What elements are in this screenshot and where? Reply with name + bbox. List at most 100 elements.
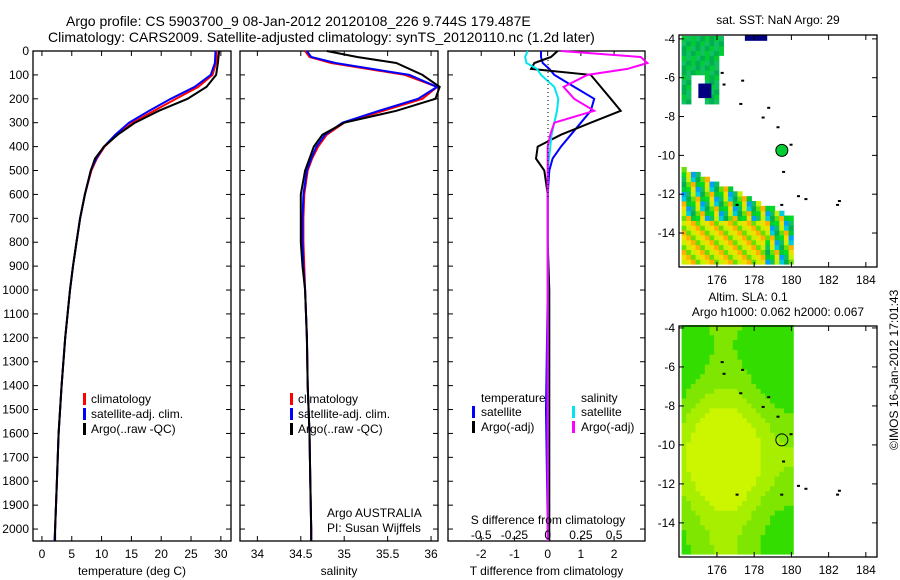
- ytick-label: 900: [9, 259, 29, 273]
- sla-cell: [737, 368, 743, 375]
- sla-cell: [732, 451, 738, 458]
- map-ytick-label: -10: [658, 438, 676, 452]
- sst-cell: [704, 45, 711, 52]
- sla-cell: [718, 505, 724, 511]
- sst-cell: [783, 215, 790, 221]
- sla-cell: [714, 476, 720, 482]
- sla-cell: [788, 539, 794, 545]
- sst-cell: [704, 254, 711, 260]
- sla-cell: [751, 456, 757, 462]
- sla-cell: [686, 549, 692, 555]
- sla-cell: [742, 524, 748, 531]
- sla-cell: [714, 378, 720, 385]
- sst-cell: [774, 210, 780, 217]
- sla-cell: [686, 515, 692, 521]
- sla-cell: [700, 480, 706, 487]
- sla-cell: [695, 466, 701, 472]
- legend-label: climatology: [91, 392, 151, 406]
- sla-cell: [769, 500, 776, 506]
- sst-cell: [732, 249, 738, 255]
- sla-cell: [746, 325, 752, 331]
- sst-cell: [728, 220, 734, 226]
- sla-cell: [718, 471, 724, 477]
- sla-cell: [704, 373, 711, 380]
- sla-cell: [756, 515, 762, 521]
- sst-cell: [686, 191, 692, 197]
- sla-cell: [718, 373, 724, 380]
- sla-cell: [737, 544, 743, 550]
- sla-cell: [700, 456, 706, 462]
- sla-cell: [779, 407, 785, 414]
- sla-cell: [714, 544, 720, 550]
- sla-cell: [769, 480, 776, 487]
- sst-cell: [746, 220, 752, 226]
- sst-cell: [765, 259, 771, 265]
- sst-cell: [690, 244, 697, 251]
- sst-cell: [700, 234, 706, 241]
- sla-cell: [714, 515, 720, 521]
- sla-cell: [737, 417, 743, 423]
- sst-cell: [718, 45, 724, 52]
- sla-cell: [788, 383, 794, 389]
- sst-cell: [695, 249, 701, 255]
- sst-cell: [686, 89, 692, 95]
- sst-cell: [746, 210, 752, 217]
- sla-cell: [718, 334, 724, 341]
- sla-cell: [788, 427, 794, 433]
- sst-cell: [765, 244, 771, 251]
- sla-cell: [746, 373, 752, 380]
- sla-cell: [690, 364, 697, 370]
- sla-cell: [769, 519, 776, 526]
- sst-cell: [681, 230, 687, 236]
- sla-cell: [732, 373, 738, 380]
- sla-cell: [746, 329, 752, 336]
- sst-cell: [686, 196, 692, 202]
- sla-cell: [737, 344, 743, 350]
- sst-cell: [681, 225, 687, 231]
- sst-cell: [779, 249, 785, 255]
- sst-cell: [709, 205, 715, 212]
- sla-cell: [709, 441, 715, 448]
- sla-cell: [769, 432, 776, 438]
- sla-cell: [732, 490, 738, 497]
- sla-cell: [774, 417, 780, 423]
- sla-cell: [742, 544, 748, 550]
- sla-cell: [783, 378, 790, 385]
- sla-cell: [742, 471, 748, 477]
- sla-cell: [769, 544, 776, 550]
- sla-cell: [690, 417, 697, 423]
- sla-cell: [723, 529, 729, 536]
- sla-cell: [728, 368, 734, 375]
- sla-cell: [765, 490, 771, 497]
- map-ytick-label: -14: [658, 516, 676, 530]
- sla-cell: [737, 534, 743, 540]
- sla-cell: [742, 480, 748, 487]
- sla-cell: [769, 524, 776, 531]
- sla-cell: [765, 480, 771, 487]
- sla-cell: [732, 437, 738, 443]
- sla-cell: [728, 466, 734, 472]
- sla-cell: [700, 451, 706, 458]
- sst-cell: [718, 225, 724, 231]
- sla-cell: [756, 471, 762, 477]
- sla-cell: [686, 359, 692, 365]
- sla-cell: [690, 490, 697, 497]
- sla-cell: [718, 407, 724, 414]
- sla-cell: [695, 412, 701, 419]
- sla-cell: [695, 354, 701, 360]
- sla-cell: [746, 403, 752, 409]
- sla-cell: [686, 490, 692, 497]
- sla-cell: [700, 412, 706, 419]
- sla-cell: [690, 534, 697, 540]
- sla-cell: [756, 485, 762, 492]
- sst-cell: [769, 259, 776, 265]
- sla-cell: [714, 446, 720, 453]
- sst-cell: [774, 215, 780, 221]
- sla-cell: [788, 407, 794, 414]
- sla-cell: [751, 549, 757, 555]
- sla-cell: [686, 373, 692, 380]
- sst-cell: [695, 239, 701, 246]
- sla-cell: [718, 393, 724, 399]
- sla-cell: [700, 407, 706, 414]
- sla-cell: [765, 549, 771, 555]
